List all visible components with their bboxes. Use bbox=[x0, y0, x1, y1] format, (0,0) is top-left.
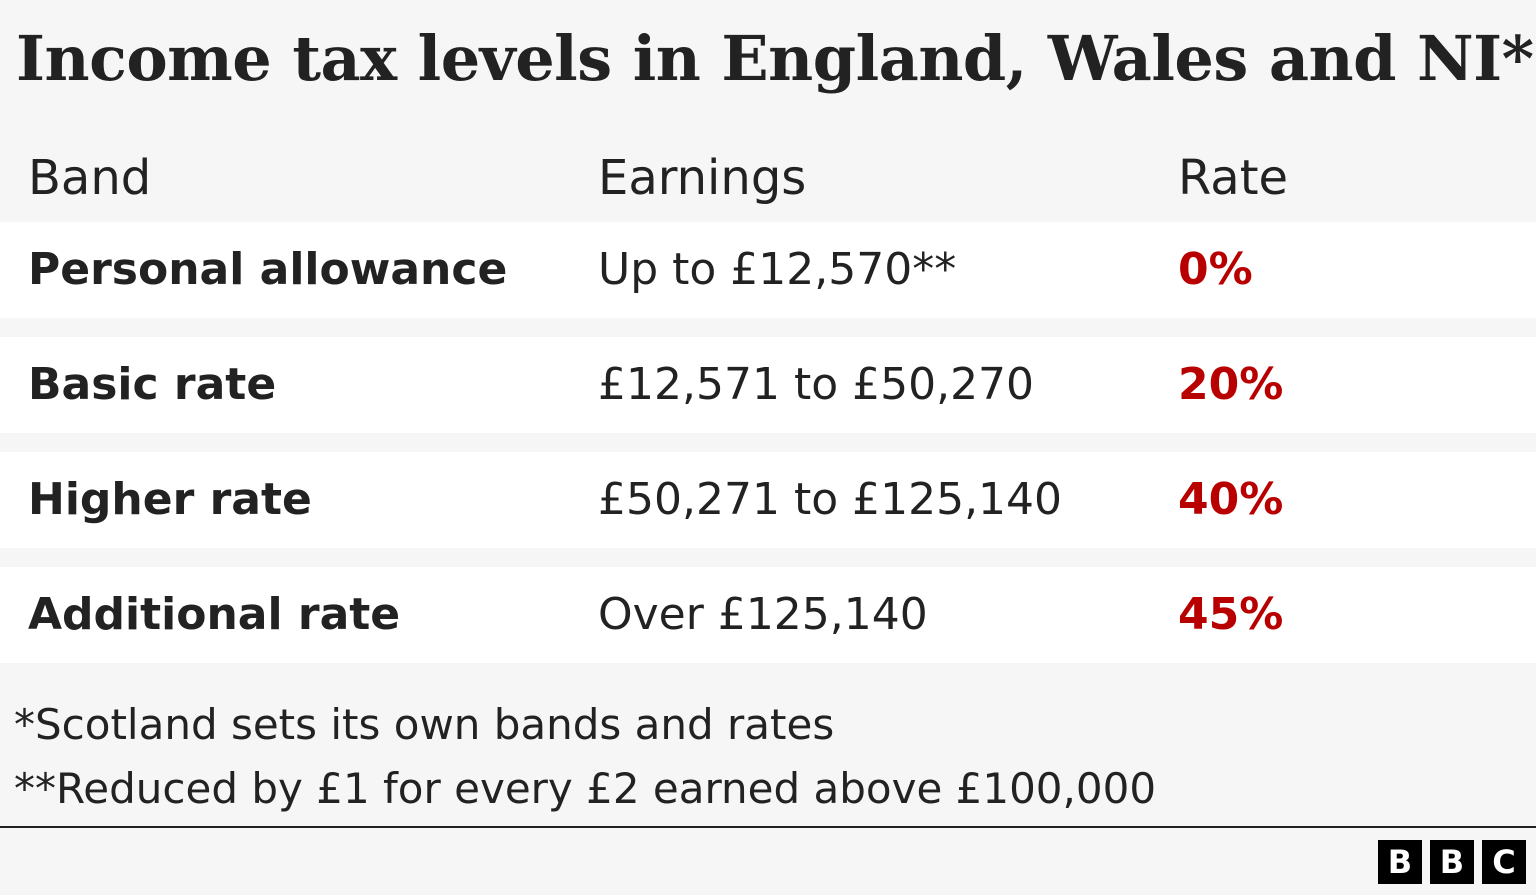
footnote: *Scotland sets its own bands and rates bbox=[14, 700, 835, 749]
earnings-cell: £50,271 to £125,140 bbox=[598, 474, 1063, 525]
earnings-cell: Over £125,140 bbox=[598, 589, 928, 640]
rate-cell: 20% bbox=[1178, 359, 1284, 410]
band-cell: Basic rate bbox=[28, 359, 277, 410]
rate-cell: 45% bbox=[1178, 589, 1284, 640]
table-row: Personal allowance Up to £12,570** 0% bbox=[0, 222, 1536, 318]
logo-letter: C bbox=[1482, 840, 1526, 884]
rate-cell: 40% bbox=[1178, 474, 1284, 525]
logo-letter: B bbox=[1378, 840, 1422, 884]
rate-cell: 0% bbox=[1178, 244, 1253, 295]
table-row: Higher rate £50,271 to £125,140 40% bbox=[0, 452, 1536, 548]
table-row: Basic rate £12,571 to £50,270 20% bbox=[0, 337, 1536, 433]
column-header: Band bbox=[28, 150, 152, 206]
band-cell: Personal allowance bbox=[28, 244, 508, 295]
logo-letter: B bbox=[1430, 840, 1474, 884]
rule bbox=[0, 826, 1536, 828]
title: Income tax levels in England, Wales and … bbox=[16, 22, 1534, 95]
earnings-cell: £12,571 to £50,270 bbox=[598, 359, 1035, 410]
column-header: Earnings bbox=[598, 150, 807, 206]
table-row: Additional rate Over £125,140 45% bbox=[0, 567, 1536, 663]
column-header: Rate bbox=[1178, 150, 1289, 206]
band-cell: Higher rate bbox=[28, 474, 312, 525]
footnote: **Reduced by £1 for every £2 earned abov… bbox=[14, 764, 1157, 813]
band-cell: Additional rate bbox=[28, 589, 401, 640]
earnings-cell: Up to £12,570** bbox=[598, 244, 957, 295]
